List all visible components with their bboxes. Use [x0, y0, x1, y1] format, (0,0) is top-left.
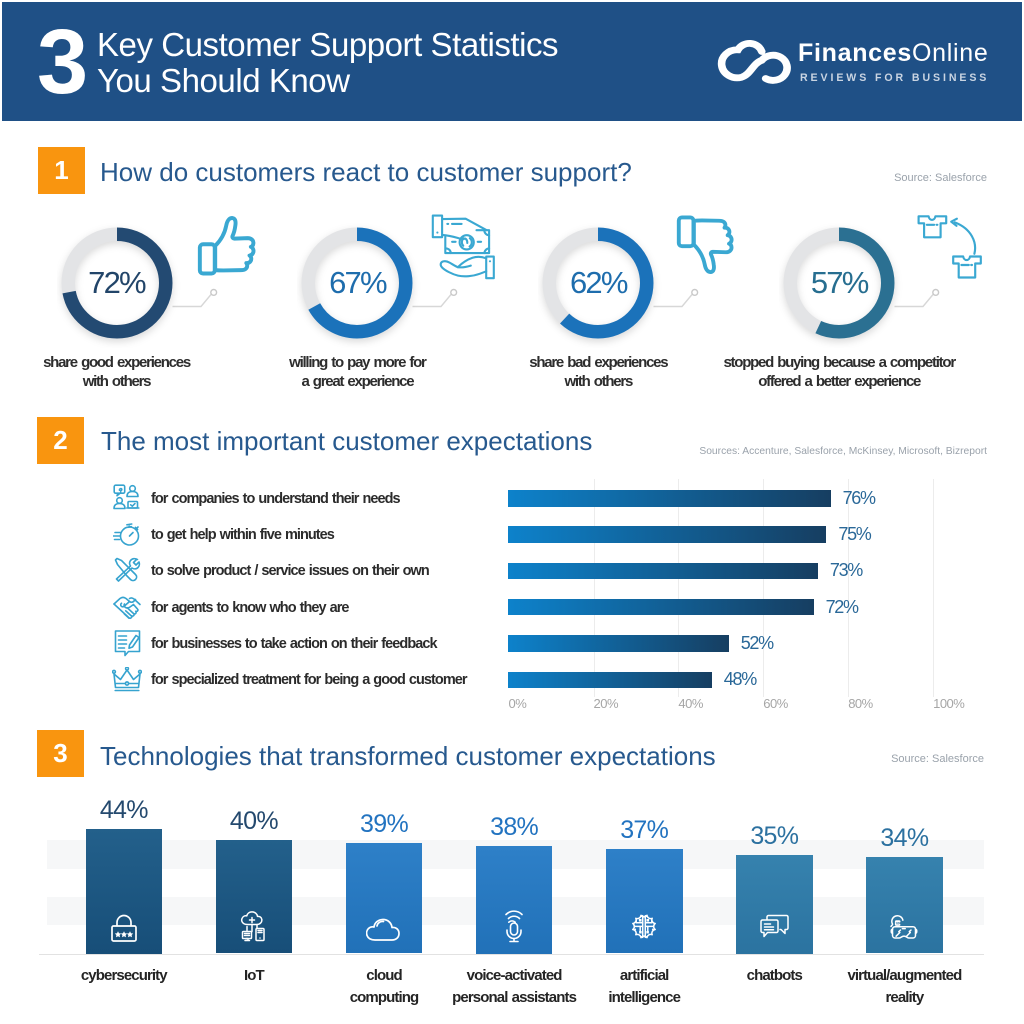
svg-text:VR: VR	[896, 921, 902, 926]
